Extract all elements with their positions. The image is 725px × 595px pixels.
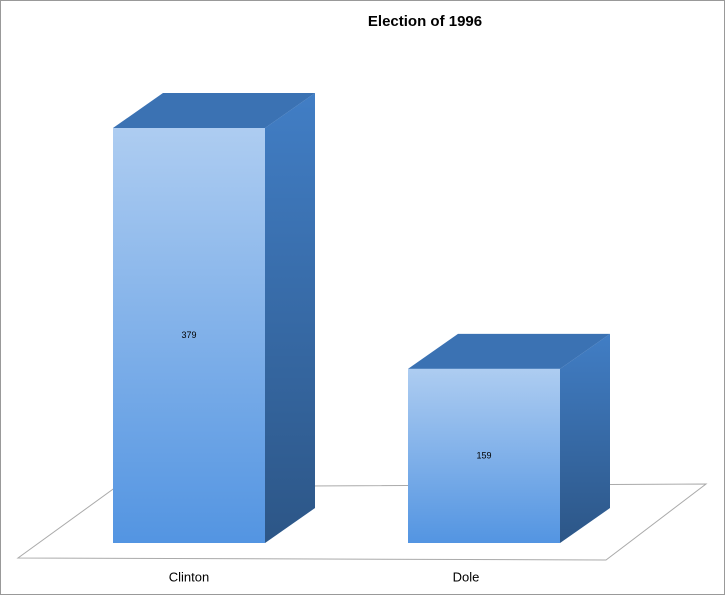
value-label: 159 [476, 450, 491, 460]
bar-highlight [408, 368, 560, 543]
bar-top [113, 93, 315, 128]
x-tick-label: Dole [453, 569, 480, 584]
bar-top-shade [408, 333, 610, 369]
bar-side-shade [265, 93, 315, 543]
bar-top [408, 333, 610, 369]
x-tick-label: Clinton [169, 569, 209, 584]
chart-title: Election of 1996 [368, 13, 482, 30]
bar-side-shade [560, 333, 610, 543]
bar-highlight [113, 128, 265, 543]
value-label: 379 [181, 330, 196, 340]
bar-top-shade [113, 93, 315, 128]
